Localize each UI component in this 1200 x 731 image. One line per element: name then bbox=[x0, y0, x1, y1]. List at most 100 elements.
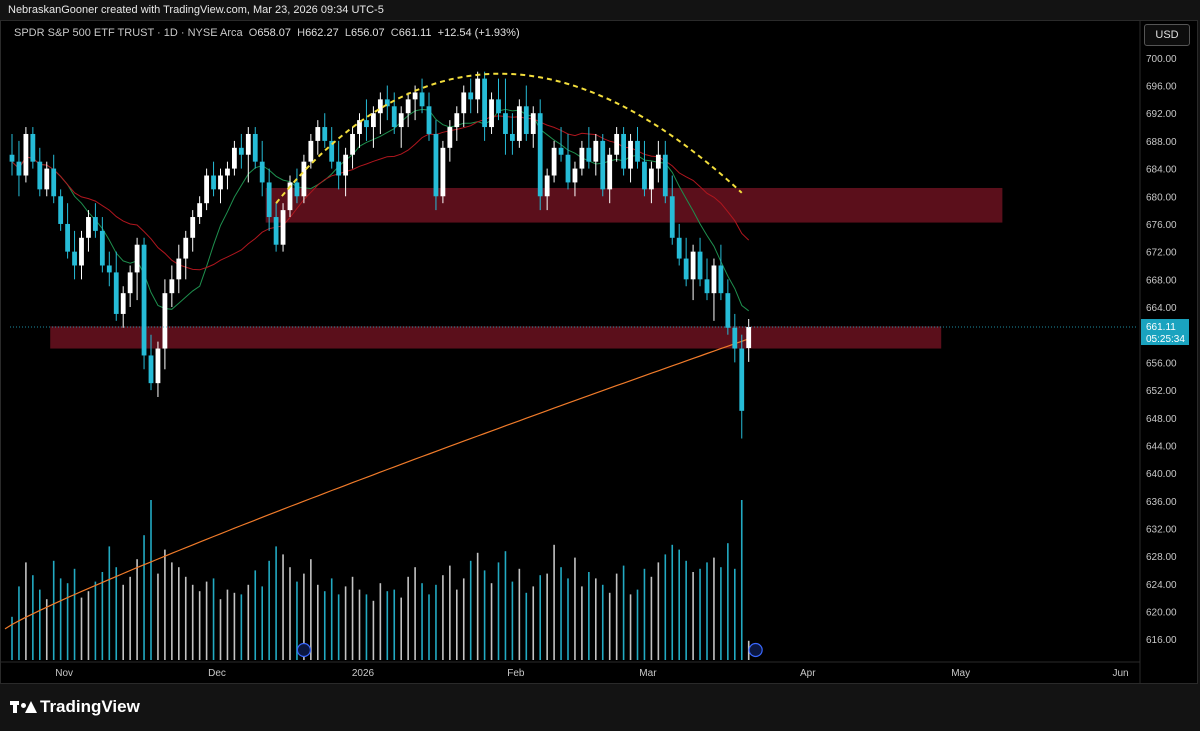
volume-bar bbox=[32, 575, 34, 660]
candle-body bbox=[537, 113, 543, 197]
candle-body bbox=[259, 161, 265, 183]
candle-body bbox=[148, 355, 154, 384]
candle-body bbox=[51, 168, 57, 197]
volume-bar bbox=[282, 554, 284, 660]
low-value: 656.07 bbox=[350, 27, 385, 39]
candle bbox=[628, 133, 633, 183]
candle-body bbox=[572, 168, 578, 183]
volume-bar bbox=[268, 560, 270, 660]
candle bbox=[510, 113, 515, 155]
candle bbox=[127, 265, 133, 308]
volume-bar bbox=[303, 573, 305, 660]
volume-bar bbox=[87, 591, 90, 660]
candle-body bbox=[746, 327, 752, 349]
volume-bar bbox=[414, 567, 416, 660]
candle-body bbox=[454, 113, 460, 128]
candle-body bbox=[218, 175, 223, 190]
candle bbox=[530, 106, 536, 148]
candle bbox=[572, 161, 578, 197]
volume-bar bbox=[650, 576, 653, 660]
candle bbox=[141, 237, 147, 370]
candle-body bbox=[718, 265, 724, 294]
volume-bar bbox=[442, 575, 444, 660]
volume-bar bbox=[601, 584, 604, 660]
candle bbox=[287, 175, 293, 218]
candle bbox=[169, 265, 175, 308]
candle bbox=[72, 230, 77, 280]
candle bbox=[162, 279, 168, 370]
candle bbox=[58, 189, 64, 231]
candle bbox=[357, 113, 362, 148]
volume-bar bbox=[393, 589, 396, 660]
tradingview-brand[interactable]: TradingView bbox=[10, 697, 140, 717]
price-tick-label: 656.00 bbox=[1146, 358, 1177, 369]
volume-bar bbox=[52, 560, 55, 660]
currency-button[interactable]: USD bbox=[1144, 24, 1190, 46]
price-tick-label: 684.00 bbox=[1146, 165, 1177, 176]
candle bbox=[725, 279, 731, 335]
candle bbox=[315, 120, 321, 155]
candle bbox=[190, 210, 196, 252]
high-label: H bbox=[297, 27, 306, 39]
volume-bar bbox=[66, 583, 69, 660]
candle bbox=[232, 140, 237, 176]
volume-bar bbox=[351, 576, 354, 660]
candle-body bbox=[412, 92, 418, 100]
volume-bar bbox=[219, 599, 222, 660]
candle bbox=[280, 203, 286, 252]
volume-bar bbox=[629, 594, 632, 660]
candle bbox=[79, 230, 84, 280]
candle bbox=[649, 161, 654, 204]
candle bbox=[482, 71, 487, 141]
volume-bar bbox=[588, 572, 590, 660]
candle-body bbox=[357, 120, 362, 134]
candle-body bbox=[162, 293, 168, 349]
volume-bar bbox=[379, 583, 382, 660]
open-label: O bbox=[248, 27, 258, 39]
candle-body bbox=[315, 127, 321, 141]
candle-body bbox=[697, 251, 703, 280]
candle-body bbox=[301, 161, 307, 197]
price-tick-label: 620.00 bbox=[1146, 608, 1177, 619]
candle bbox=[468, 78, 474, 114]
candle-body bbox=[72, 251, 77, 266]
volume-bar bbox=[178, 567, 180, 660]
volume-bar bbox=[740, 500, 743, 660]
candle bbox=[704, 258, 710, 301]
volume-bar bbox=[713, 557, 715, 660]
candle bbox=[711, 258, 717, 321]
candle-body bbox=[593, 140, 599, 162]
volume-bar bbox=[574, 557, 576, 660]
volume-bar bbox=[532, 586, 535, 660]
candle bbox=[655, 140, 661, 183]
candle-body bbox=[482, 78, 487, 128]
candle bbox=[238, 133, 244, 169]
candle bbox=[44, 161, 50, 197]
dividend-marker-circle bbox=[296, 642, 311, 658]
candle-body bbox=[336, 161, 342, 176]
volume-bar bbox=[734, 568, 736, 660]
price-tick-label: 680.00 bbox=[1146, 192, 1177, 203]
volume-bar bbox=[157, 573, 159, 660]
volume-bar bbox=[136, 559, 138, 660]
candle bbox=[350, 127, 355, 169]
volume-bar bbox=[59, 578, 62, 660]
volume-bar bbox=[497, 562, 500, 660]
symbol-name[interactable]: SPDR S&P 500 ETF TRUST · 1D · NYSE Arca bbox=[14, 27, 243, 39]
candle bbox=[322, 113, 328, 148]
candle-body bbox=[516, 106, 522, 141]
candle-body bbox=[232, 147, 237, 169]
candle-body bbox=[294, 182, 300, 197]
volume-bar bbox=[490, 583, 493, 660]
candle bbox=[732, 313, 738, 363]
candle-body bbox=[433, 133, 439, 197]
candle-body bbox=[113, 272, 119, 314]
price-tick-label: 696.00 bbox=[1146, 82, 1177, 93]
candle-body bbox=[350, 133, 355, 155]
candle bbox=[405, 92, 411, 128]
candle-body bbox=[461, 92, 467, 114]
candle-body bbox=[683, 258, 689, 280]
candle bbox=[51, 154, 57, 204]
candle bbox=[16, 140, 22, 197]
